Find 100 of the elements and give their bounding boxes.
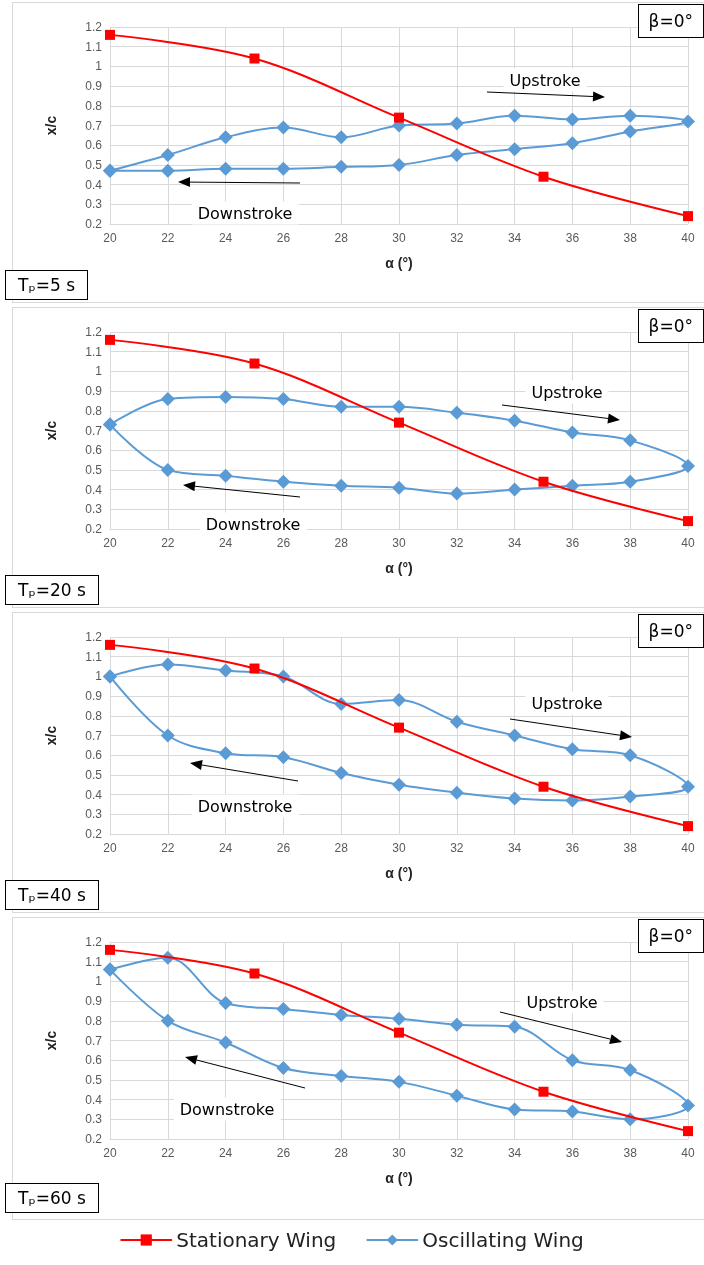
y-tick-label: 1.2 (85, 20, 103, 34)
annotation: Downstroke (199, 512, 307, 536)
x-tick-label: 32 (450, 841, 464, 855)
x-tick-label: 26 (276, 231, 291, 245)
annotation: Upstroke (525, 380, 609, 404)
y-tick-label: 0.2 (85, 827, 103, 841)
y-tick-label: 0.2 (85, 217, 103, 231)
y-tick-label: 0.4 (85, 1092, 103, 1107)
x-tick-label: 38 (623, 231, 638, 245)
x-tick-label: 26 (276, 536, 291, 550)
y-tick-label: 1 (95, 974, 103, 989)
x-tick-label: 30 (392, 841, 406, 855)
x-tick-label: 28 (334, 841, 349, 855)
x-tick-label: 32 (450, 1146, 464, 1160)
y-tick-label: 0.8 (85, 403, 103, 418)
y-tick-label: 0.8 (85, 1013, 103, 1028)
x-tick-label: 40 (681, 536, 695, 550)
y-tick-label: 0.3 (85, 502, 103, 517)
y-axis-title: x/c (43, 725, 59, 746)
x-tick-label: 22 (161, 841, 175, 855)
y-tick-label: 0.8 (85, 708, 103, 723)
y-tick-label: 0.6 (85, 1053, 103, 1068)
annotation: β=0° (637, 4, 704, 38)
x-tick-label: 20 (103, 1146, 117, 1160)
x-tick-label: 22 (161, 1146, 175, 1160)
x-tick-label: 20 (103, 536, 117, 550)
x-tick-label: 24 (218, 536, 233, 550)
x-tick-label: 28 (334, 231, 349, 245)
y-tick-label: 0.2 (85, 522, 103, 536)
annotation: Downstroke (191, 201, 299, 225)
x-tick-label: 30 (392, 1146, 406, 1160)
legend-label: Oscillating Wing (422, 1228, 584, 1252)
y-tick-label: 1.2 (85, 325, 103, 339)
x-tick-label: 38 (623, 536, 638, 550)
y-tick-label: 0.9 (85, 994, 103, 1009)
y-tick-label: 0.4 (85, 482, 103, 497)
text: Tₚ=20 s (5, 575, 99, 605)
y-tick-label: 0.7 (85, 728, 103, 743)
x-tick-label: 32 (450, 231, 464, 245)
x-tick-label: 34 (507, 231, 522, 245)
x-tick-label: 24 (218, 231, 233, 245)
y-tick-label: 0.8 (85, 98, 103, 113)
y-axis-title: x/c (43, 115, 59, 136)
x-tick-label: 22 (161, 231, 175, 245)
y-tick-label: 1.1 (85, 39, 103, 54)
legend-label: Stationary Wing (176, 1228, 337, 1252)
y-tick-label: 1.1 (85, 649, 103, 664)
y-tick-label: 0.4 (85, 177, 103, 192)
y-tick-label: 0.7 (85, 118, 103, 133)
x-tick-label: 26 (276, 841, 291, 855)
y-tick-label: 1.1 (85, 344, 103, 359)
y-axis-title: x/c (43, 420, 59, 441)
annotation: Upstroke (520, 990, 604, 1014)
text: Tₚ=40 s (5, 880, 99, 910)
y-tick-label: 1.2 (85, 630, 103, 644)
y-tick-label: 0.2 (85, 1132, 103, 1146)
x-tick-label: 30 (392, 231, 406, 245)
x-tick-label: 38 (623, 1146, 638, 1160)
x-axis-title: α (°) (385, 560, 413, 576)
y-tick-label: 0.3 (85, 807, 103, 822)
annotation: β=0° (637, 309, 704, 343)
x-tick-label: 34 (507, 841, 522, 855)
x-tick-label: 32 (450, 536, 464, 550)
x-tick-label: 28 (334, 1146, 349, 1160)
y-tick-label: 0.4 (85, 787, 103, 802)
y-tick-label: 0.3 (85, 197, 103, 212)
y-tick-label: 1.2 (85, 935, 103, 949)
annotation: β=0° (637, 919, 704, 953)
y-tick-label: 0.9 (85, 79, 103, 94)
x-tick-label: 22 (161, 536, 175, 550)
x-tick-label: 36 (565, 841, 580, 855)
x-tick-label: 36 (565, 1146, 580, 1160)
y-tick-label: 0.5 (85, 462, 103, 477)
x-tick-label: 28 (334, 536, 349, 550)
y-tick-label: 0.6 (85, 748, 103, 763)
y-tick-label: 0.9 (85, 384, 103, 399)
x-tick-label: 24 (218, 841, 233, 855)
y-tick-label: 0.7 (85, 423, 103, 438)
y-tick-label: 0.5 (85, 1072, 103, 1087)
x-tick-label: 26 (276, 1146, 291, 1160)
y-tick-label: 0.5 (85, 767, 103, 782)
y-tick-label: 0.7 (85, 1033, 103, 1048)
text: Tₚ=5 s (5, 270, 88, 300)
x-axis-title: α (°) (385, 1170, 413, 1186)
text: Tₚ=60 s (5, 1183, 99, 1213)
x-tick-label: 34 (507, 536, 522, 550)
annotation: β=0° (637, 614, 704, 648)
x-tick-label: 24 (218, 1146, 233, 1160)
annotation: Upstroke (525, 691, 609, 715)
y-tick-label: 1.1 (85, 954, 103, 969)
annotation: Downstroke (173, 1097, 281, 1121)
x-axis-title: α (°) (385, 255, 413, 271)
x-tick-label: 36 (565, 231, 580, 245)
y-tick-label: 0.3 (85, 1112, 103, 1127)
y-tick-label: 1 (95, 669, 103, 684)
y-tick-label: 0.9 (85, 689, 103, 704)
annotation: Downstroke (191, 794, 299, 818)
y-tick-label: 0.6 (85, 443, 103, 458)
y-axis-title: x/c (43, 1030, 59, 1051)
y-tick-label: 0.6 (85, 138, 103, 153)
